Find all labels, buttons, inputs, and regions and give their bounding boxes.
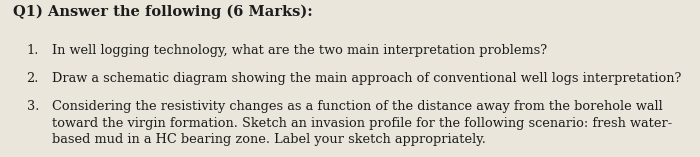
Text: Draw a schematic diagram showing the main approach of conventional well logs int: Draw a schematic diagram showing the mai… (52, 72, 682, 85)
Text: In well logging technology, what are the two main interpretation problems?: In well logging technology, what are the… (52, 44, 547, 57)
Text: 1.: 1. (27, 44, 39, 57)
Text: Q1) Answer the following (6 Marks):: Q1) Answer the following (6 Marks): (13, 5, 312, 19)
Text: 3.: 3. (27, 100, 39, 114)
Text: 2.: 2. (27, 72, 39, 85)
Text: Considering the resistivity changes as a function of the distance away from the : Considering the resistivity changes as a… (52, 100, 673, 146)
